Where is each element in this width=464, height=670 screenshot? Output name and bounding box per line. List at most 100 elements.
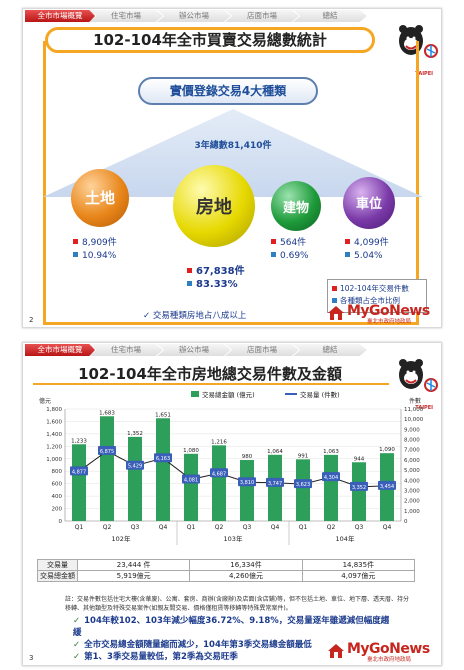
check-icon: ✓ (73, 616, 81, 626)
line-point (210, 468, 228, 478)
x-tick: Q3 (243, 524, 252, 531)
mygonews-watermark: MyGoNews 臺北市政府地政局 (327, 641, 437, 663)
footnote: 註：交易件數包括住宅大樓(含華廈)、公寓、套房、商辦(含廠辦)及店面(含店鋪)等… (65, 596, 410, 612)
line-label: 3,352 (352, 485, 366, 491)
percent-marker-icon (345, 252, 350, 257)
bar-label: 1,063 (323, 449, 339, 455)
tab-market-overview[interactable]: 全市市場概覽 (25, 10, 95, 22)
legend-bar-swatch (191, 391, 199, 397)
y-right-tick: 1,000 (404, 509, 420, 515)
bar-label: 1,651 (155, 412, 171, 418)
table-row: 交易量 23,444 件 16,334件 14,835件 (37, 559, 416, 571)
tab-summary[interactable]: 總結 (293, 344, 367, 356)
stat-count: 67,838件 (196, 266, 245, 277)
bar (212, 445, 226, 521)
list-item: ✓ 全市交易總金額隨量縮而減少，104年第3季交易總金額最低 (73, 639, 393, 651)
ball-label: 土地 (84, 189, 115, 207)
title-underline (33, 383, 389, 385)
count-marker-icon (345, 239, 350, 244)
conclusion-note: ✓ 交易種類房地占八成以上 (143, 311, 247, 321)
taipei-logo-icon (399, 25, 438, 58)
x-tick: Q4 (159, 524, 168, 531)
y-right-tick: 2,000 (404, 499, 420, 505)
y-left-tick: 200 (52, 507, 63, 513)
line-point (378, 480, 396, 490)
stat-percent: 0.69% (280, 251, 309, 261)
slide-transaction-chart: 全市市場概覽 住宅市場 辦公市場 店面市場 總結 TAIPEI 102-104年… (22, 342, 442, 666)
transaction-chart: 交易總金額 (億元) 交易量 (件數) 億元 件數 0 200 400 600 800 1,000… (39, 390, 424, 545)
bar-label: 1,352 (127, 431, 143, 437)
legend-box: 102-104年交易件數 各種類占全市比例 (327, 279, 427, 313)
ball-label: 建物 (282, 201, 309, 216)
y-right-tick: 10,000 (404, 417, 424, 423)
tab-residential[interactable]: 住宅市場 (89, 344, 163, 356)
y-left-tick: 600 (52, 482, 63, 488)
tab-office[interactable]: 辦公市場 (157, 344, 231, 356)
mygonews-watermark: MyGoNews 臺北市政府地政局 (327, 303, 437, 325)
y-right-tick: 6,000 (404, 458, 420, 464)
line-label: 3,623 (296, 482, 310, 488)
legend-item: 各種類占全市比例 (340, 296, 400, 305)
category-banner: 實價登錄交易4大種類 (138, 77, 318, 105)
line-label: 3,747 (268, 481, 282, 487)
line-label: 3,810 (240, 480, 254, 486)
legend-blue-icon (332, 298, 337, 303)
bullet-text: 全市交易總金額隨量縮而減少，104年第3季交易總金額最低 (84, 640, 312, 650)
x-tick: Q2 (103, 524, 112, 531)
tab-retail[interactable]: 店面市場 (225, 344, 299, 356)
tab-bar: 全市市場概覽 住宅市場 辦公市場 店面市場 總結 (23, 9, 441, 23)
y-left-tick: 1,000 (46, 457, 62, 463)
line-label: 4,687 (212, 471, 226, 477)
table-cell: 16,334件 (189, 559, 303, 571)
bar-label: 1,683 (99, 410, 115, 416)
slide-transaction-summary: 全市市場概覽 住宅市場 辦公市場 店面市場 總結 TAIPEI 102-104年… (22, 8, 442, 328)
x-tick: Q1 (299, 524, 308, 531)
tab-retail[interactable]: 店面市場 (225, 10, 299, 22)
logo-caption: TAIPEI (415, 71, 433, 77)
tab-market-overview[interactable]: 全市市場概覽 (25, 344, 95, 356)
bar-label: 980 (242, 454, 253, 460)
line-point (98, 446, 116, 455)
y-left-tick: 1,200 (46, 444, 62, 450)
tab-residential[interactable]: 住宅市場 (89, 10, 163, 22)
bar (128, 436, 142, 521)
bar (184, 453, 198, 521)
total-count: 3年總數81,410件 (194, 141, 272, 151)
summary-table: 交易量 23,444 件 16,334件 14,835件 交易總金額 5,919… (37, 559, 416, 582)
check-icon: ✓ (73, 640, 81, 650)
bar (240, 460, 254, 521)
tab-office[interactable]: 辦公市場 (157, 10, 231, 22)
ball-building: 建物 (271, 181, 321, 231)
brand-text: MyGoNews (347, 303, 430, 319)
bar (324, 454, 338, 521)
y-right-tick: 7,000 (404, 448, 420, 454)
year-label: 104年 (336, 534, 355, 543)
table-cell: 14,835件 (301, 559, 416, 571)
line-label: 4,877 (72, 469, 86, 475)
stat-percent: 83.33% (196, 279, 238, 290)
line-label: 5,429 (128, 464, 142, 470)
legend-red-icon (332, 286, 337, 291)
line-point (294, 479, 312, 489)
x-tick: Q2 (327, 524, 336, 531)
brand-sub: 臺北市政府地政局 (367, 319, 412, 325)
bar-label: 1,090 (379, 447, 395, 453)
line-point (350, 481, 368, 491)
bar-label: 991 (298, 453, 309, 459)
house-icon (328, 306, 344, 320)
y-right-tick: 11,000 (404, 407, 424, 413)
legend-item: 102-104年交易件數 (340, 284, 409, 293)
x-tick: Q1 (187, 524, 196, 531)
ball-label: 房地 (196, 197, 232, 218)
ball-label: 車位 (355, 197, 382, 212)
page-number: 2 (29, 316, 34, 324)
stat-count: 4,099件 (354, 238, 389, 248)
y-right-tick: 9,000 (404, 427, 420, 433)
x-tick: Q1 (75, 524, 84, 531)
line-point (238, 477, 256, 487)
tab-summary[interactable]: 總結 (293, 10, 367, 22)
bar-label: 1,080 (183, 448, 199, 454)
bar-label: 1,233 (71, 438, 87, 444)
x-tick: Q4 (383, 524, 392, 531)
slide-title: 102-104年全市房地總交易件數及金額 (78, 365, 342, 383)
